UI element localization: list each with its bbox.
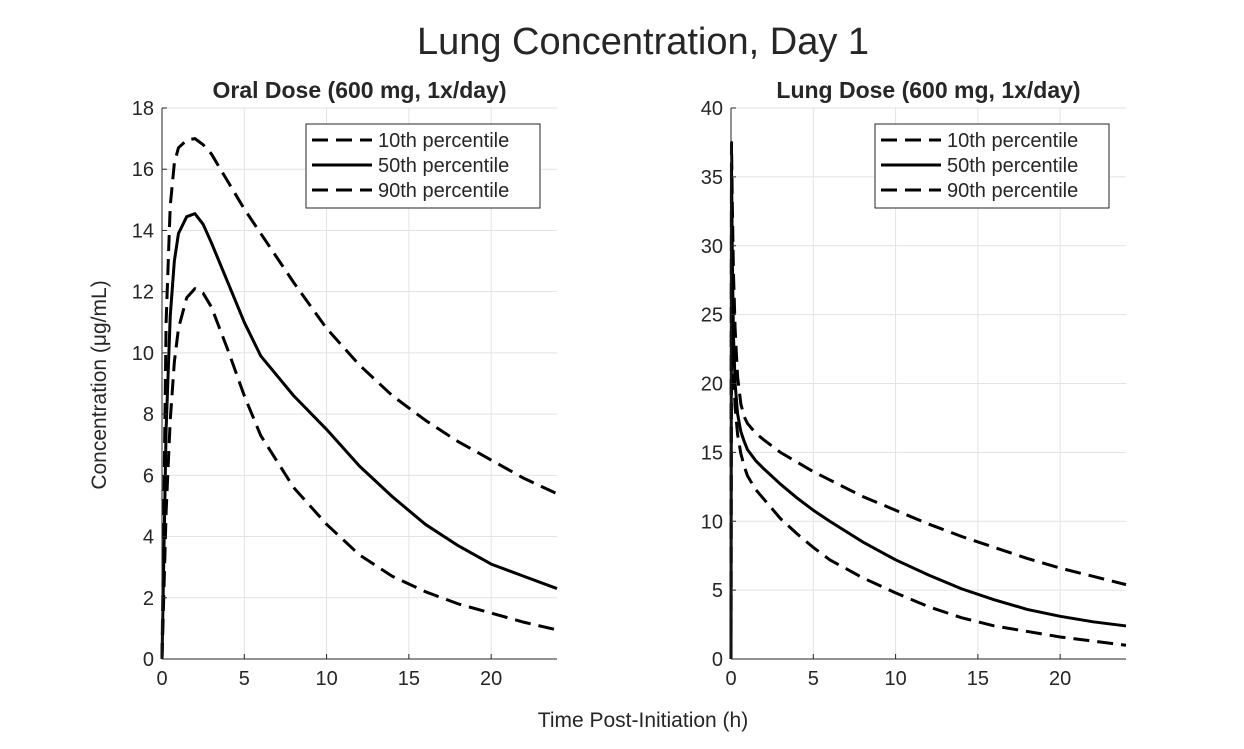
y-tick-label: 40 [701,98,723,120]
x-tick-label: 0 [725,668,736,690]
y-tick-label: 15 [701,442,723,464]
y-tick-label: 25 [701,305,723,327]
y-tick-label: 6 [143,465,154,487]
y-tick-label: 10 [701,511,723,533]
y-tick-label: 5 [712,580,723,602]
subplot-1: Oral Dose (600 mg, 1x/day) 0 5 10 15 20 0 2 4 6 8 1… [132,77,558,690]
x-tick-label: 15 [967,668,989,690]
figure-title: Lung Concentration, Day 1 [417,21,869,63]
x-tick-label: 15 [398,668,420,690]
subplot-title: Oral Dose (600 mg, 1x/day) [212,77,506,103]
y-tick-label: 14 [132,220,154,242]
subplots-container: Oral Dose (600 mg, 1x/day) 0 5 10 15 20 0 2 4 6 8 1… [132,77,1127,690]
legend-label: 90th percentile [378,180,509,202]
y-tick-label: 8 [143,404,154,426]
legend-label: 10th percentile [378,130,509,152]
legend-label: 50th percentile [947,155,1078,177]
legend: 10th percentile 50th percentile 90th perce… [874,123,1110,209]
series-line-2 [160,212,558,660]
legend-label: 90th percentile [947,180,1078,202]
x-tick-label: 20 [480,668,502,690]
legend: 10th percentile 50th percentile 90th perce… [305,123,541,209]
y-tick-label: 0 [712,649,723,671]
x-tick-label: 5 [239,668,250,690]
x-tick-label: 10 [884,668,906,690]
series-line-3 [160,287,558,660]
y-tick-label: 2 [143,588,154,610]
y-tick-label: 18 [132,98,154,120]
series-line-3 [729,202,1127,660]
y-tick-label: 10 [132,343,154,365]
x-tick-label: 20 [1049,668,1071,690]
series-line-1 [160,137,558,660]
y-tick-label: 20 [701,374,723,396]
x-tick-label: 0 [156,668,167,690]
y-tick-label: 0 [143,649,154,671]
shared-x-axis-label: Time Post-Initiation (h) [538,709,748,732]
legend-label: 10th percentile [947,130,1078,152]
subplot-title: Lung Dose (600 mg, 1x/day) [776,77,1080,103]
y-tick-label: 16 [132,159,154,181]
x-tick-label: 5 [808,668,819,690]
y-tick-label: 12 [132,282,154,304]
shared-y-axis-label: Concentration (μg/mL) [88,280,111,489]
series-line-1 [729,140,1127,660]
x-tick-label: 10 [315,668,337,690]
y-tick-label: 30 [701,236,723,258]
subplot-2: Lung Dose (600 mg, 1x/day) 0 5 10 15 20 0 5 10 15… [701,77,1127,690]
legend-label: 50th percentile [378,155,509,177]
y-tick-label: 4 [143,527,154,549]
y-tick-label: 35 [701,167,723,189]
